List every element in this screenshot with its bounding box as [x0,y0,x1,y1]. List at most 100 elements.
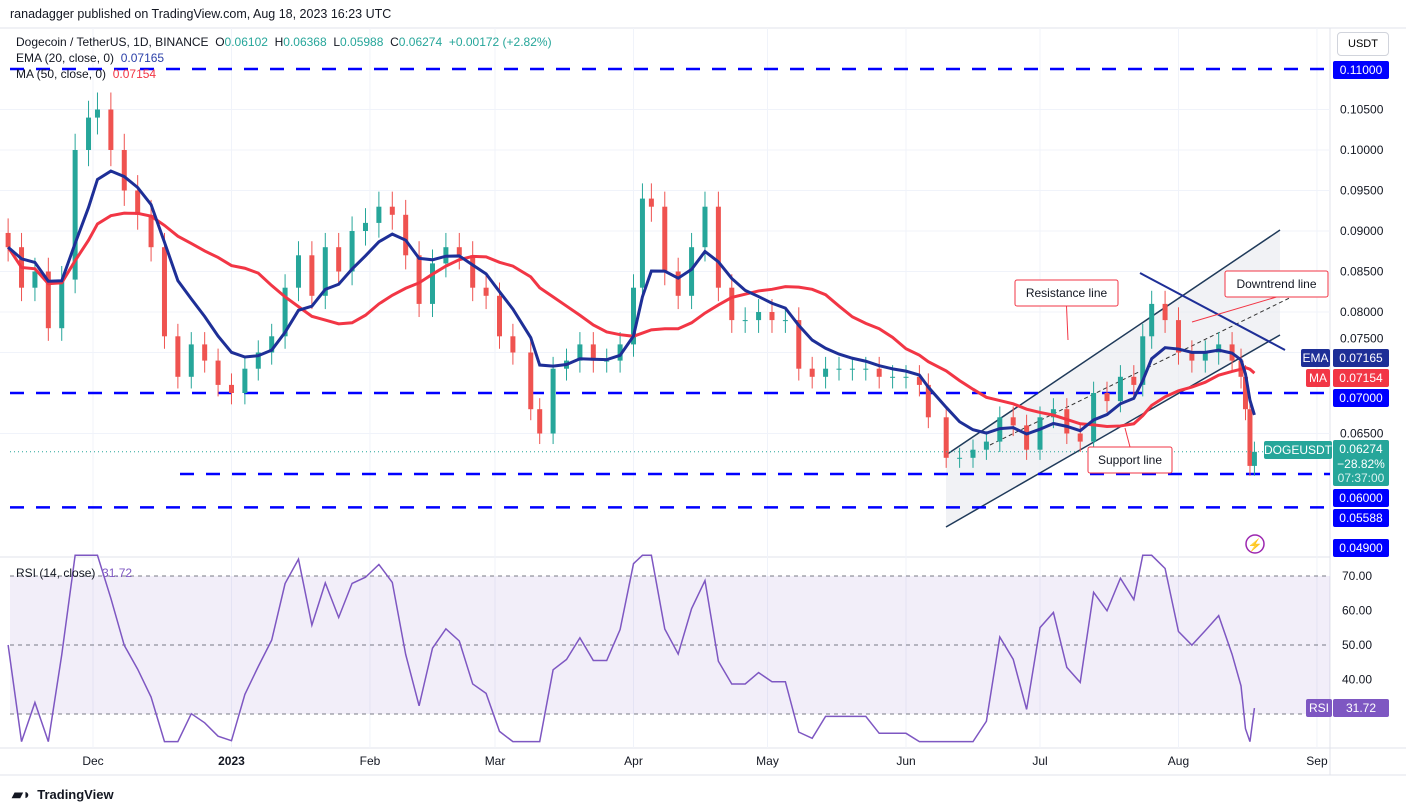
ema-price-tag: 0.07165 [1339,351,1383,365]
time-tick-label: Sep [1306,754,1328,768]
candle-body [769,312,775,321]
candle-body [590,344,596,361]
candle-body [577,344,583,361]
candle-body [876,368,882,377]
low-label: L [333,35,341,49]
candle-body [970,449,976,458]
ma-legend-value: 0.07154 [112,67,157,81]
candle-body [1247,409,1253,466]
candle-body [631,287,637,345]
symbol-title: Dogecoin / TetherUS, 1D, BINANCE [16,35,209,49]
rsi-tag-bg [1306,699,1332,717]
time-tick-label: Jul [1032,754,1047,768]
candle-body [496,295,502,337]
candle-body [403,214,409,256]
rsi-tick-label: 70.00 [1342,569,1372,583]
level-price-tag: 0.11000 [1340,63,1383,77]
ema-legend-label[interactable]: EMA (20, close, 0) [16,51,115,65]
candle-body [429,263,435,304]
ema-20-line [7,169,1256,436]
open-label: O [215,35,225,49]
downtrend-annotation-pointer [1191,296,1277,323]
rsi-value-tag-bg [1333,699,1389,717]
ema-tag-bg [1301,349,1330,367]
close-value: 0.06274 [398,35,443,49]
time-tick-label: Apr [624,754,643,768]
rsi-band [10,576,1330,714]
candle-body [148,214,154,248]
tradingview-logo-icon: ▰◗ [12,786,32,802]
candle-body [836,368,842,370]
high-label: H [274,35,284,49]
candle-body [242,368,248,393]
rsi-tick-label: 50.00 [1342,638,1372,652]
last-change-value: −28.82% [1337,457,1385,471]
brand-name: TradingView [37,787,114,802]
candle-body [416,255,422,304]
candle-body [729,287,735,321]
candle-body [528,352,534,410]
candle-body [662,206,668,272]
candle-body [161,247,167,337]
candle-body [675,271,681,296]
candle-body [269,336,275,353]
candle-body [550,368,556,434]
candle-body [456,247,462,256]
downtrend-line [1139,272,1286,351]
level-price-tag-bg [1333,509,1389,527]
rsi-legend-value: 31.72 [102,566,133,580]
last-price-tag-bg [1333,440,1389,486]
candle-body [1216,344,1222,353]
rsi-legend-label[interactable]: RSI (14, close) [16,566,96,580]
ema-price-tag-bg [1333,349,1389,367]
level-price-tag: 0.04900 [1339,541,1383,555]
change-value: +0.00172 (+2.82%) [448,35,552,49]
candle-body [648,198,654,207]
ma-legend-label[interactable]: MA (50, close, 0) [16,67,107,81]
candle-body [94,109,100,118]
tradingview-logo[interactable]: ▰◗ TradingView [12,786,114,803]
candle-body [72,150,78,280]
last-price-value: 0.06274 [1339,442,1383,456]
currency-button[interactable]: USDT [1337,32,1389,56]
candle-body [742,320,748,322]
time-tick-label: Feb [360,754,381,768]
candle-body [1010,417,1016,426]
level-price-tag: 0.07000 [1339,391,1383,405]
candle-body [796,320,802,369]
candle-body [823,368,829,377]
open-value: 0.06102 [224,35,268,49]
symbol-tag-bg [1264,441,1332,459]
candle-body [389,206,395,215]
bar-countdown: 07:37:00 [1338,471,1385,485]
candle-body [1242,376,1248,410]
rsi-tick-label: 60.00 [1342,604,1372,618]
downtrend-annotation-label: Downtrend line [1236,277,1316,291]
candle-body [903,376,909,378]
candle-body [1024,425,1030,450]
candle-body [255,352,261,369]
candle-body [890,376,896,378]
high-value: 0.06368 [283,35,327,49]
candle-body [309,255,315,296]
candle-body [295,255,301,288]
lightning-icon [1245,534,1265,554]
candle-body [1189,352,1195,361]
candle-body [510,336,516,353]
time-tick-label: Mar [485,754,506,768]
resistance-annotation-pointer [1066,305,1069,341]
candle-body [617,344,623,361]
close-label: C [390,35,399,49]
time-tick-label: Jun [896,754,915,768]
time-tick-label: Dec [82,754,103,768]
level-price-tag-bg [1333,389,1389,407]
candle-body [376,206,382,223]
candle-body [1064,409,1070,434]
ma-price-tag: 0.07154 [1339,371,1383,385]
price-tick-label: 0.06500 [1340,427,1384,441]
ma-50-line [6,211,1256,428]
candle-body [702,206,708,248]
low-value: 0.05988 [340,35,384,49]
candle-body [175,336,181,377]
